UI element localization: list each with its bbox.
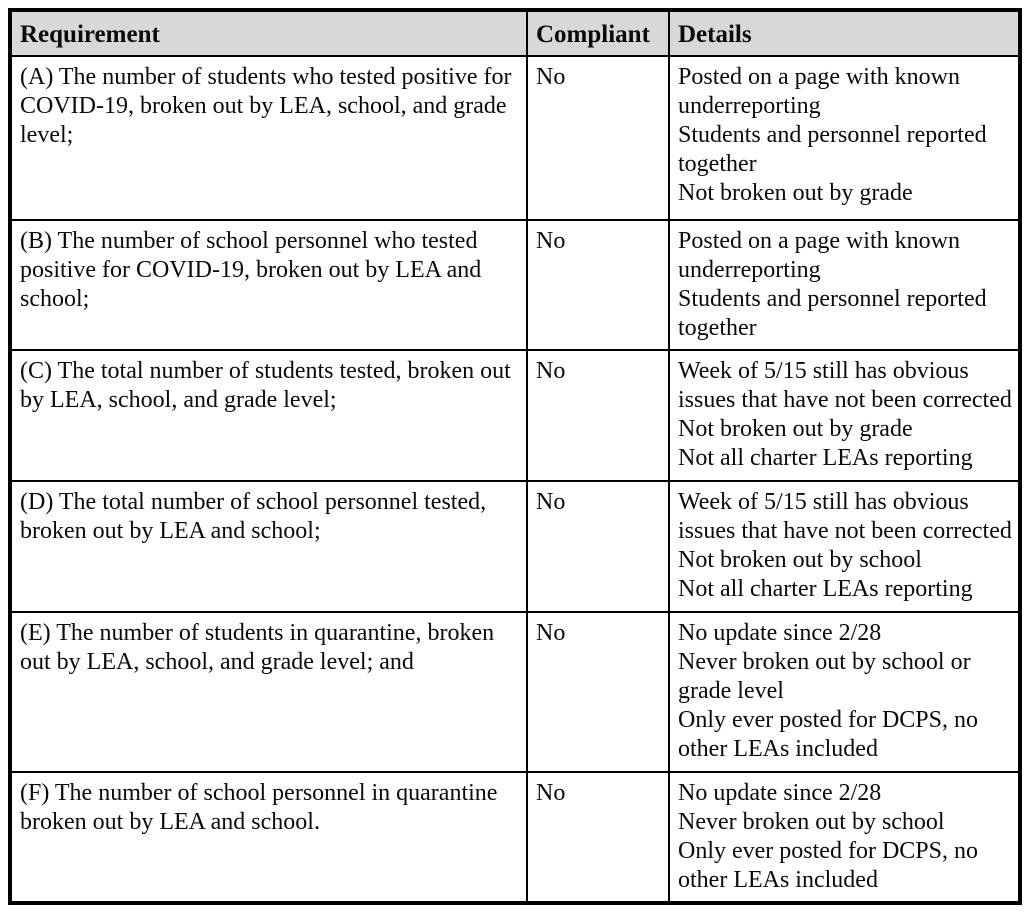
detail-item: Never broken out by school or grade leve…	[678, 649, 971, 704]
details-cell: Posted on a page with known underreporti…	[668, 55, 1021, 221]
detail-item: Not broken out by grade	[678, 416, 913, 442]
details-cell: Week of 5/15 still has obvious issues th…	[668, 480, 1021, 613]
compliant-cell: No	[526, 480, 670, 613]
header-cell-requirement: Requirement	[9, 9, 528, 57]
table-row-f: (F) The number of school personnel in qu…	[9, 771, 1021, 904]
detail-item: Only ever posted for DCPS, no other LEAs…	[678, 707, 978, 762]
compliant-cell: No	[526, 349, 670, 482]
table-row-d: (D) The total number of school personnel…	[9, 480, 1021, 613]
requirement-cell: (E) The number of students in quarantine…	[9, 611, 528, 773]
detail-item: No update since 2/28	[678, 780, 882, 806]
detail-item: Week of 5/15 still has obvious issues th…	[678, 358, 1012, 413]
compliant-cell: No	[526, 219, 670, 351]
requirement-cell: (C) The total number of students tested,…	[9, 349, 528, 482]
detail-item: Not all charter LEAs reporting	[678, 576, 973, 602]
detail-item: Not all charter LEAs reporting	[678, 445, 973, 471]
compliant-cell: No	[526, 611, 670, 773]
details-cell: Week of 5/15 still has obvious issues th…	[668, 349, 1021, 482]
requirement-cell: (F) The number of school personnel in qu…	[9, 771, 528, 904]
details-cell: No update since 2/28 Never broken out by…	[668, 611, 1021, 773]
detail-item: Students and personnel reported together	[678, 286, 987, 341]
table-row-c: (C) The total number of students tested,…	[9, 349, 1021, 482]
header-row: Requirement Compliant Details	[9, 9, 1021, 57]
header-cell-details: Details	[668, 9, 1021, 57]
details-cell: No update since 2/28 Never broken out by…	[668, 771, 1021, 904]
detail-item: Never broken out by school	[678, 809, 945, 835]
detail-item: Not broken out by school	[678, 547, 922, 573]
detail-item: Not broken out by grade	[678, 180, 913, 206]
compliant-cell: No	[526, 55, 670, 221]
compliance-table: Requirement Compliant Details (A) The nu…	[8, 8, 1022, 905]
header-cell-compliant: Compliant	[526, 9, 670, 57]
details-cell: Posted on a page with known underreporti…	[668, 219, 1021, 351]
detail-item: Only ever posted for DCPS, no other LEAs…	[678, 838, 978, 893]
requirement-cell: (B) The number of school personnel who t…	[9, 219, 528, 351]
requirement-cell: (A) The number of students who tested po…	[9, 55, 528, 221]
detail-item: Students and personnel reported together	[678, 122, 987, 177]
detail-item: Week of 5/15 still has obvious issues th…	[678, 489, 1012, 544]
detail-item: No update since 2/28	[678, 620, 882, 646]
detail-item: Posted on a page with known underreporti…	[678, 64, 960, 119]
compliant-cell: No	[526, 771, 670, 904]
table-row-a: (A) The number of students who tested po…	[9, 55, 1021, 221]
requirement-cell: (D) The total number of school personnel…	[9, 480, 528, 613]
table-row-e: (E) The number of students in quarantine…	[9, 611, 1021, 773]
table-row-b: (B) The number of school personnel who t…	[9, 219, 1021, 351]
detail-item: Posted on a page with known underreporti…	[678, 228, 960, 283]
